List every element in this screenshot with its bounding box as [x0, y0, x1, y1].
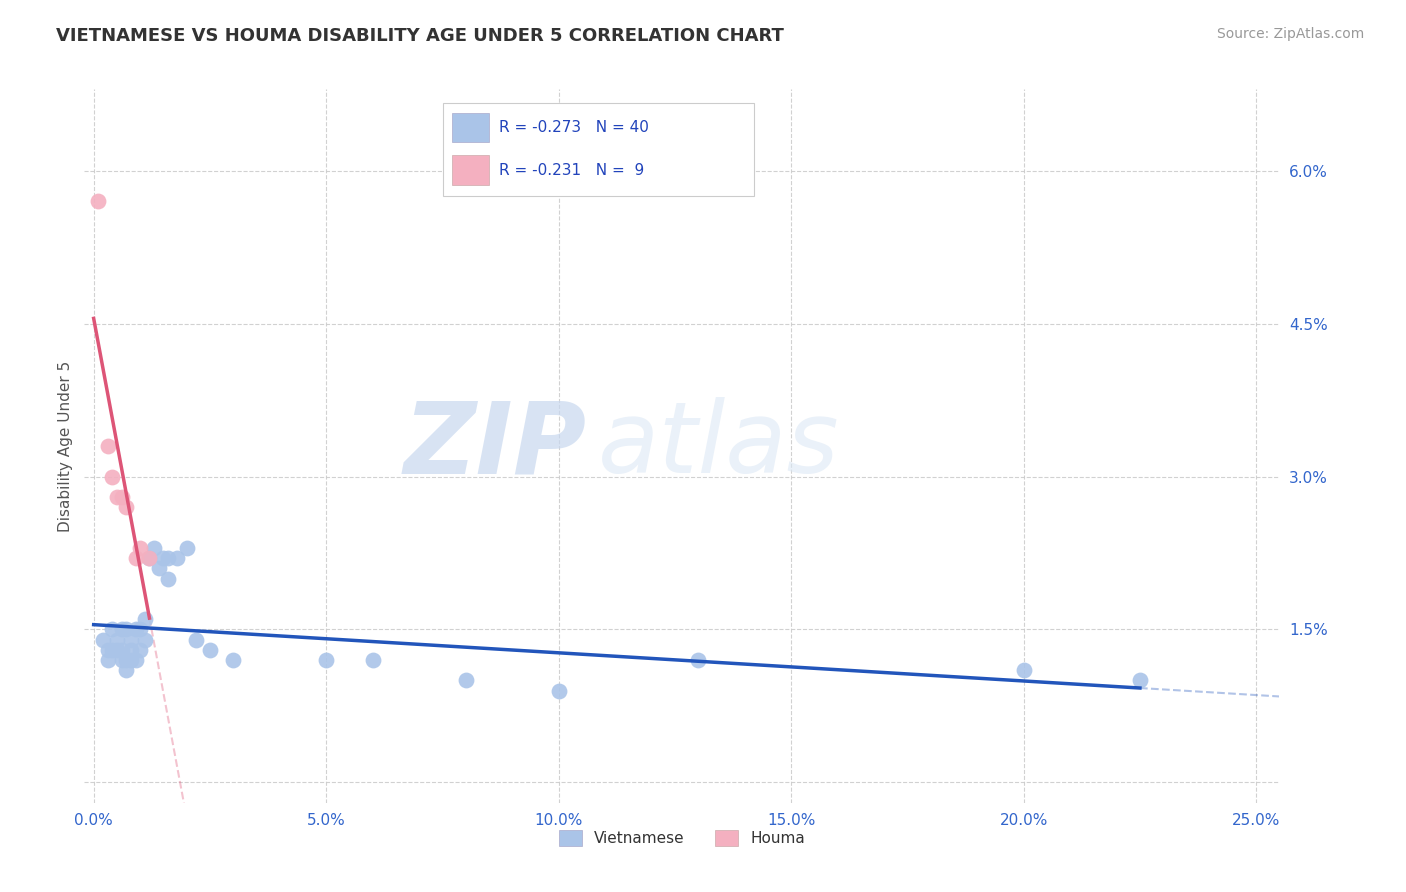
Point	[152, 551, 174, 566]
Point	[198, 643, 221, 657]
Point	[124, 623, 146, 637]
Point	[97, 439, 120, 453]
Point	[105, 643, 128, 657]
Point	[134, 632, 156, 647]
Point	[129, 541, 152, 555]
Point	[115, 653, 138, 667]
Point	[124, 653, 146, 667]
Point	[157, 572, 180, 586]
Point	[120, 653, 142, 667]
Point	[143, 541, 166, 555]
Point	[110, 623, 132, 637]
Text: VIETNAMESE VS HOUMA DISABILITY AGE UNDER 5 CORRELATION CHART: VIETNAMESE VS HOUMA DISABILITY AGE UNDER…	[56, 27, 785, 45]
Point	[101, 643, 124, 657]
Point	[87, 194, 110, 209]
Point	[115, 500, 138, 515]
Point	[138, 551, 160, 566]
Point	[105, 490, 128, 504]
Point	[315, 653, 337, 667]
Point	[115, 663, 138, 677]
Point	[110, 653, 132, 667]
Point	[129, 643, 152, 657]
Point	[97, 653, 120, 667]
Point	[148, 561, 170, 575]
Point	[157, 551, 180, 566]
Text: ZIP: ZIP	[404, 398, 586, 494]
Point	[138, 551, 160, 566]
Point	[105, 632, 128, 647]
Point	[120, 643, 142, 657]
Point	[97, 643, 120, 657]
Point	[101, 469, 124, 483]
Text: Source: ZipAtlas.com: Source: ZipAtlas.com	[1216, 27, 1364, 41]
Point	[110, 643, 132, 657]
Point	[688, 653, 710, 667]
Point	[361, 653, 384, 667]
Point	[547, 683, 569, 698]
Point	[129, 623, 152, 637]
Point	[124, 551, 146, 566]
Point	[110, 490, 132, 504]
Point	[101, 623, 124, 637]
Point	[120, 632, 142, 647]
Point	[134, 612, 156, 626]
Text: atlas: atlas	[599, 398, 839, 494]
Legend: Vietnamese, Houma: Vietnamese, Houma	[553, 824, 811, 852]
Y-axis label: Disability Age Under 5: Disability Age Under 5	[58, 360, 73, 532]
Point	[222, 653, 245, 667]
Point	[166, 551, 188, 566]
Point	[1129, 673, 1152, 688]
Point	[115, 623, 138, 637]
Point	[176, 541, 198, 555]
Point	[91, 632, 114, 647]
Point	[184, 632, 207, 647]
Point	[1012, 663, 1035, 677]
Point	[454, 673, 477, 688]
